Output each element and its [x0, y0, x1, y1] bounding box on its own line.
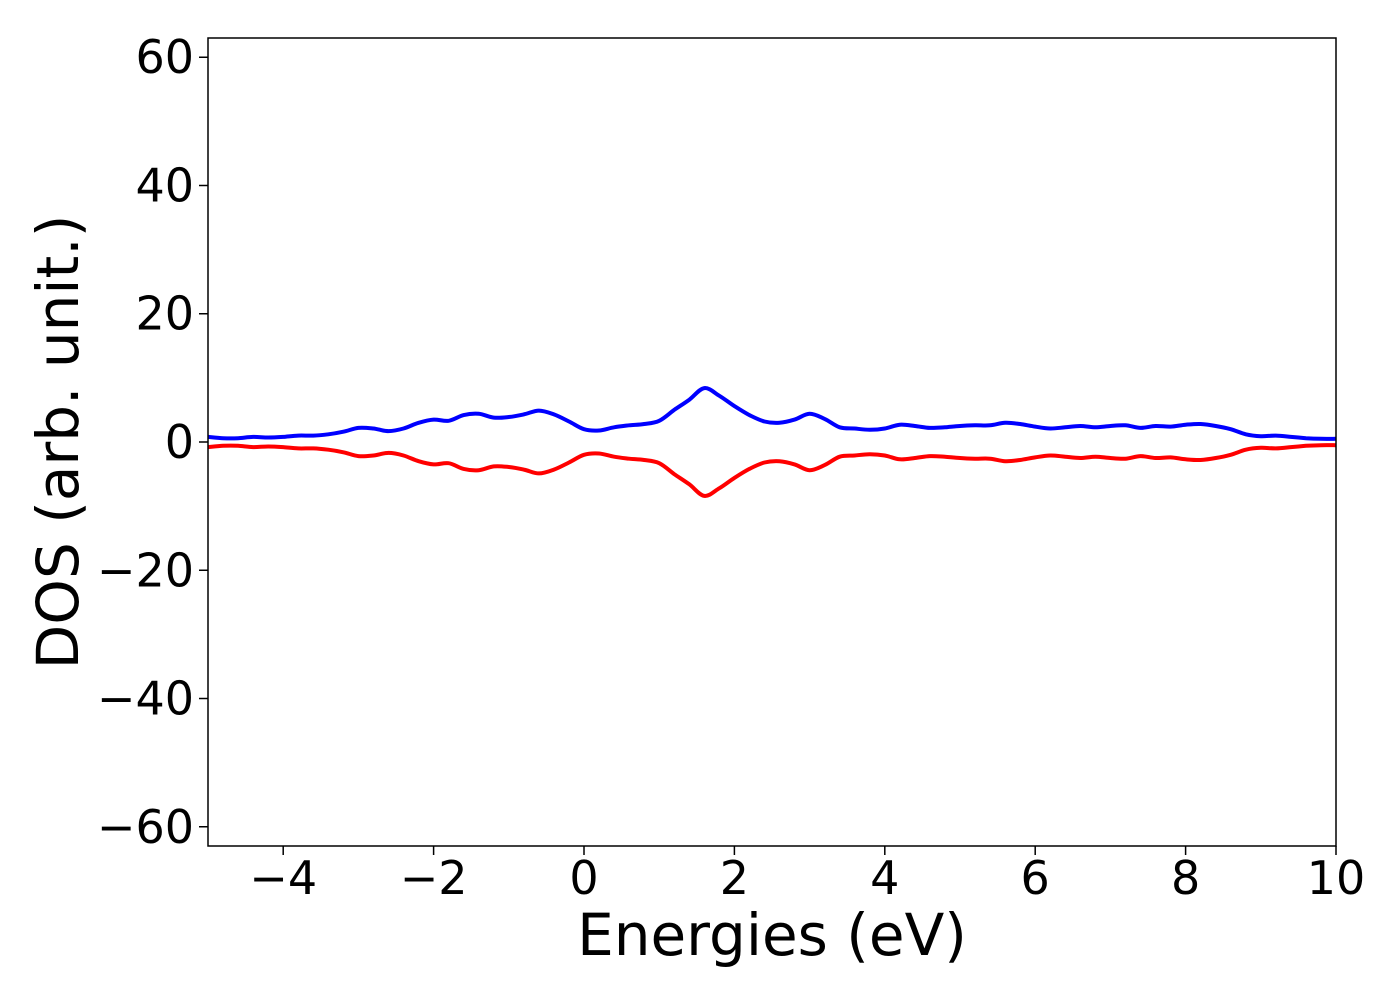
y-tick-label: −20	[97, 543, 194, 597]
y-tick-label: 20	[135, 287, 194, 341]
x-axis-label: Energies (eV)	[577, 901, 967, 969]
y-tick-label: 0	[165, 415, 194, 469]
x-tick-label: 6	[1021, 851, 1050, 905]
y-tick-label: −60	[97, 800, 194, 854]
x-tick-label: 0	[569, 851, 598, 905]
y-axis-ticks: −60 −40 −20 0 20 40 60	[97, 30, 208, 854]
y-tick-label: 60	[135, 30, 194, 84]
dos-line-blue	[207, 386, 1337, 441]
x-tick-label: 10	[1307, 851, 1366, 905]
x-tick-label: 8	[1171, 851, 1200, 905]
x-tick-label: −4	[249, 851, 317, 905]
x-tick-label: −2	[400, 851, 468, 905]
y-tick-label: −40	[97, 672, 194, 726]
x-axis-ticks: −4 −2 0 2 4 6 8 10	[249, 846, 1365, 905]
series-layer	[207, 386, 1337, 498]
plot-frame	[207, 37, 1337, 847]
dos-line-red	[207, 443, 1337, 498]
y-tick-label: 40	[135, 158, 194, 212]
x-tick-label: 2	[720, 851, 749, 905]
y-axis-label: DOS (arb. unit.)	[24, 215, 92, 670]
x-tick-label: 4	[870, 851, 899, 905]
